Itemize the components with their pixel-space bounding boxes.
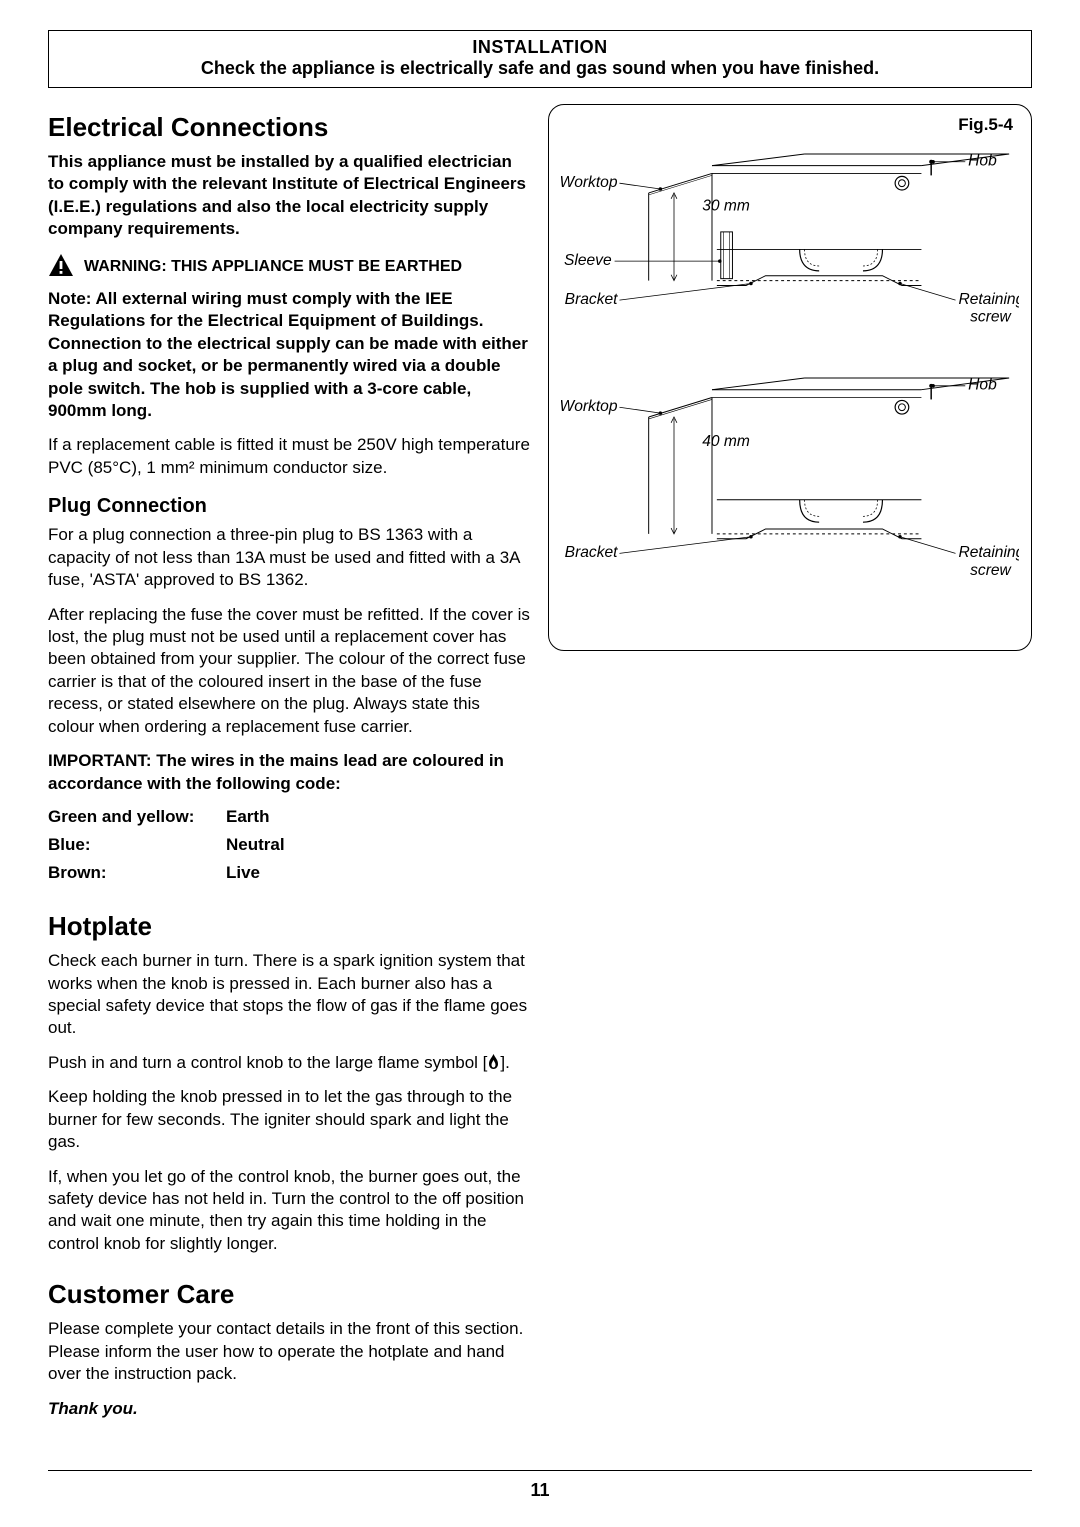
wire-row: Green and yellow: Earth [48, 807, 530, 827]
electrical-cable: If a replacement cable is fitted it must… [48, 434, 530, 479]
hotplate-p4: If, when you let go of the control knob,… [48, 1166, 530, 1256]
lbl-hob: Hob [968, 153, 997, 170]
lbl-30mm: 30 mm [702, 197, 750, 214]
warning-row: WARNING: THIS APPLIANCE MUST BE EARTHED [48, 253, 530, 282]
wire-color: Brown: [48, 863, 226, 883]
plug-heading: Plug Connection [48, 495, 530, 518]
main-columns: Electrical Connections This appliance mu… [48, 102, 1032, 1432]
electrical-intro: This appliance must be installed by a qu… [48, 151, 530, 241]
wire-name: Earth [226, 807, 269, 827]
lbl-screw: screw [970, 309, 1012, 326]
care-heading: Customer Care [48, 1279, 530, 1310]
hotplate-p1: Check each burner in turn. There is a sp… [48, 950, 530, 1040]
electrical-note: Note: All external wiring must comply wi… [48, 288, 530, 423]
warning-text: WARNING: THIS APPLIANCE MUST BE EARTHED [84, 258, 462, 276]
wire-row: Brown: Live [48, 863, 530, 883]
page-number: 11 [0, 1480, 1080, 1501]
plug-important: IMPORTANT: The wires in the mains lead a… [48, 750, 530, 795]
lbl-bracket2: Bracket [565, 544, 618, 561]
hotplate-p3: Keep holding the knob pressed in to let … [48, 1086, 530, 1153]
wire-row: Blue: Neutral [48, 835, 530, 855]
hotplate-p2: Push in and turn a control knob to the l… [48, 1052, 530, 1074]
lbl-screw2: screw [970, 562, 1012, 579]
hotplate-heading: Hotplate [48, 911, 530, 942]
lbl-40mm: 40 mm [702, 433, 750, 450]
header-title: INSTALLATION [59, 37, 1021, 58]
header-subtitle: Check the appliance is electrically safe… [59, 58, 1021, 79]
lbl-hob2: Hob [968, 377, 997, 394]
lbl-worktop: Worktop [561, 174, 618, 191]
lbl-retaining: Retaining [959, 291, 1019, 308]
figure-box: Fig.5-4 [548, 104, 1032, 651]
care-thanks: Thank you. [48, 1398, 530, 1420]
footer-rule [48, 1470, 1032, 1471]
electrical-heading: Electrical Connections [48, 112, 530, 143]
wire-color: Blue: [48, 835, 226, 855]
hotplate-p2-post: ]. [500, 1053, 509, 1072]
plug-p2: After replacing the fuse the cover must … [48, 604, 530, 739]
figure-diagram: Worktop Hob 30 mm Sleeve Bracket Retaini… [561, 115, 1019, 631]
hotplate-p2-pre: Push in and turn a control knob to the l… [48, 1053, 487, 1072]
lbl-worktop2: Worktop [561, 398, 618, 415]
lbl-retaining2: Retaining [959, 544, 1019, 561]
lbl-bracket: Bracket [565, 291, 618, 308]
plug-p1: For a plug connection a three-pin plug t… [48, 524, 530, 591]
right-column: Fig.5-4 [548, 102, 1032, 1432]
wire-name: Neutral [226, 835, 285, 855]
figure-label: Fig.5-4 [958, 115, 1013, 135]
wire-color: Green and yellow: [48, 807, 226, 827]
wire-table: Green and yellow: Earth Blue: Neutral Br… [48, 807, 530, 883]
header-box: INSTALLATION Check the appliance is elec… [48, 30, 1032, 88]
care-p1: Please complete your contact details in … [48, 1318, 530, 1385]
flame-icon [487, 1053, 500, 1072]
left-column: Electrical Connections This appliance mu… [48, 102, 530, 1432]
lbl-sleeve: Sleeve [564, 252, 612, 269]
wire-name: Live [226, 863, 260, 883]
warning-icon [48, 253, 74, 282]
